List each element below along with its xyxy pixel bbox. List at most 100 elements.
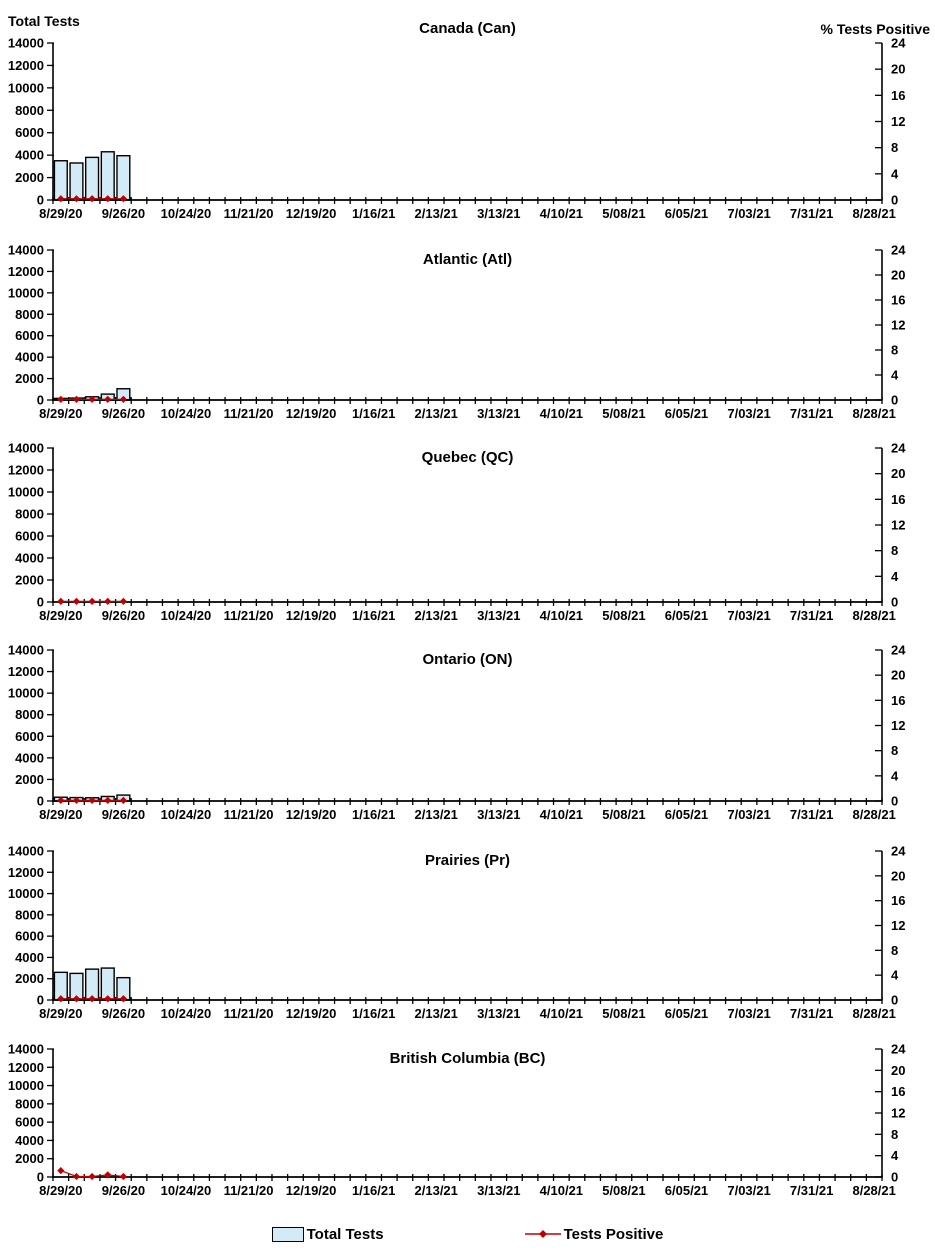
- right-axis-tick-label: 24: [891, 441, 906, 456]
- x-axis-tick-label: 7/03/21: [727, 206, 770, 221]
- left-axis-tick-label: 2000: [15, 573, 44, 588]
- x-axis-tick-label: 1/16/21: [352, 206, 395, 221]
- right-axis-tick-label: 8: [891, 343, 898, 358]
- left-axis-tick-label: 8000: [15, 307, 44, 322]
- tests-positive-marker: [88, 195, 96, 203]
- legend-tests-positive-label: Tests Positive: [563, 1225, 664, 1243]
- x-axis-tick-label: 7/03/21: [727, 807, 770, 822]
- right-axis-tick-label: 4: [891, 368, 899, 383]
- tests-positive-marker: [72, 1172, 81, 1181]
- x-axis-tick-label: 1/16/21: [352, 608, 395, 623]
- left-axis-tick-label: 4000: [15, 551, 44, 566]
- x-axis-tick-label: 12/19/20: [286, 406, 337, 421]
- right-axis-tick-label: 16: [891, 492, 905, 507]
- x-axis-tick-label: 10/24/20: [161, 406, 212, 421]
- tests-positive-marker: [104, 1171, 112, 1179]
- right-axis-tick-label: 16: [891, 1084, 905, 1099]
- left-axis-tick-label: 2000: [15, 371, 44, 386]
- x-axis-tick-label: 10/24/20: [161, 1006, 212, 1021]
- right-axis-tick-label: 16: [891, 693, 905, 708]
- legend-total-tests-label: Total Tests: [306, 1225, 384, 1243]
- left-axis-tick-label: 0: [37, 393, 44, 408]
- x-axis-tick-label: 2/13/21: [415, 807, 458, 822]
- left-axis-title: Total Tests: [8, 13, 80, 29]
- right-axis-tick-label: 20: [891, 62, 905, 77]
- chart-atlantic: 0 2000 4000 6000 8000 10000 12000 14000 0 4 8 12 16 2…: [8, 243, 906, 422]
- right-axis-tick-label: 0: [891, 393, 898, 408]
- x-axis-tick-label: 8/28/21: [852, 608, 895, 623]
- left-axis-tick-label: 10000: [8, 285, 44, 300]
- left-axis-tick-label: 0: [37, 1170, 44, 1185]
- right-axis-title: % Tests Positive: [821, 21, 931, 37]
- left-axis-tick-label: 4000: [15, 750, 44, 765]
- left-axis-tick-label: 12000: [8, 865, 44, 880]
- tests-positive-marker: [72, 395, 81, 403]
- tests-positive-marker: [88, 597, 96, 605]
- x-axis-tick-label: 5/08/21: [602, 807, 645, 822]
- left-axis-tick-label: 12000: [8, 264, 44, 279]
- right-axis-tick-label: 12: [891, 518, 905, 533]
- x-axis-tick-label: 9/26/20: [102, 807, 145, 822]
- x-axis-tick-label: 8/28/21: [852, 206, 895, 221]
- left-axis-tick-label: 8000: [15, 707, 44, 722]
- left-axis-tick-label: 2000: [15, 170, 44, 185]
- left-axis-tick-label: 10000: [8, 1078, 44, 1093]
- x-axis-tick-label: 12/19/20: [286, 1006, 337, 1021]
- chart-title: Atlantic (Atl): [423, 251, 512, 268]
- x-axis-tick-label: 8/29/20: [39, 608, 82, 623]
- x-axis-tick-label: 6/05/21: [665, 807, 708, 822]
- tests-positive-marker: [57, 597, 65, 605]
- right-axis-tick-label: 4: [891, 768, 899, 783]
- left-axis-tick-label: 14000: [8, 1042, 44, 1057]
- x-axis-tick-label: 1/16/21: [352, 1006, 395, 1021]
- x-axis-tick-label: 6/05/21: [665, 1006, 708, 1021]
- right-axis-tick-label: 4: [891, 569, 899, 584]
- chart-prairies: 0 2000 4000 6000 8000 10000 12000 14000 0 4 8 12 16 2…: [8, 844, 906, 1022]
- x-axis-tick-label: 8/29/20: [39, 1183, 82, 1198]
- x-axis-tick-label: 10/24/20: [161, 1183, 212, 1198]
- x-axis-tick-label: 7/31/21: [790, 807, 833, 822]
- right-axis-tick-label: 12: [891, 318, 905, 333]
- x-axis-tick-label: 8/28/21: [852, 1006, 895, 1021]
- left-axis-tick-label: 4000: [15, 148, 44, 163]
- tests-positive-marker: [88, 395, 96, 403]
- x-axis-tick-label: 5/08/21: [602, 406, 645, 421]
- x-axis-tick-label: 12/19/20: [286, 1183, 337, 1198]
- left-axis-tick-label: 4000: [15, 1133, 44, 1148]
- right-axis-tick-label: 12: [891, 1106, 905, 1121]
- chart-title: Canada (Can): [419, 20, 516, 37]
- x-axis-tick-label: 4/10/21: [540, 608, 583, 623]
- right-axis-tick-label: 4: [891, 968, 899, 983]
- x-axis-tick-label: 8/28/21: [852, 1183, 895, 1198]
- x-axis-tick-label: 11/21/20: [224, 1183, 274, 1198]
- x-axis-tick-label: 4/10/21: [540, 807, 583, 822]
- right-axis-tick-label: 20: [891, 1063, 905, 1078]
- chart-ontario: 0 2000 4000 6000 8000 10000 12000 14000 0 4 8 12 16 2…: [8, 643, 906, 823]
- left-axis-tick-label: 4000: [15, 950, 44, 965]
- right-axis-tick-label: 0: [891, 993, 898, 1008]
- right-axis-tick-label: 8: [891, 743, 898, 758]
- x-axis-tick-label: 3/13/21: [477, 1006, 520, 1021]
- x-axis-tick-label: 1/16/21: [352, 807, 395, 822]
- x-axis-tick-label: 10/24/20: [161, 206, 212, 221]
- x-axis-tick-label: 7/03/21: [727, 608, 770, 623]
- tests-positive-marker: [72, 995, 81, 1003]
- chart-title: Quebec (QC): [422, 449, 514, 466]
- right-axis-tick-label: 12: [891, 718, 905, 733]
- tests-positive-marker: [119, 1172, 127, 1181]
- left-axis-tick-label: 14000: [8, 243, 44, 258]
- left-axis-tick-label: 6000: [15, 1115, 44, 1130]
- tests-positive-marker: [57, 195, 65, 203]
- total-tests-bar: [100, 151, 115, 201]
- left-axis-tick-label: 6000: [15, 929, 44, 944]
- right-axis-tick-label: 20: [891, 466, 905, 481]
- x-axis-tick-label: 2/13/21: [415, 206, 458, 221]
- right-axis-tick-label: 4: [891, 166, 899, 181]
- right-axis-tick-label: 12: [891, 114, 905, 129]
- right-axis-tick-label: 16: [891, 893, 905, 908]
- x-axis-tick-label: 9/26/20: [102, 1183, 145, 1198]
- total-tests-bar: [69, 162, 84, 201]
- x-axis-tick-label: 5/08/21: [602, 206, 645, 221]
- right-axis-tick-label: 24: [891, 844, 906, 859]
- left-axis-tick-label: 6000: [15, 125, 44, 140]
